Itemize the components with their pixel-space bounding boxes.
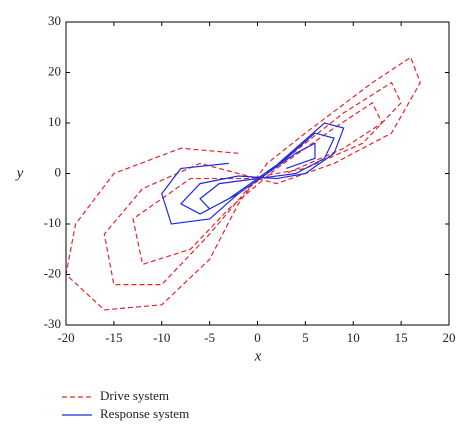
legend-label: Drive system [100, 388, 169, 403]
x-axis-title: x [254, 348, 262, 364]
y-tick-label: -10 [44, 215, 61, 230]
x-tick-label: 0 [254, 330, 261, 345]
y-tick-label: -20 [44, 265, 61, 280]
legend-label: Response system [100, 406, 189, 421]
x-tick-label: -20 [57, 330, 74, 345]
x-tick-label: 5 [302, 330, 309, 345]
y-axis-title: y [15, 165, 24, 181]
x-tick-label: 15 [395, 330, 408, 345]
data-line [161, 122, 345, 225]
x-tick-label: 10 [347, 330, 360, 345]
y-tick-label: -30 [44, 316, 61, 331]
x-tick-label: -10 [153, 330, 170, 345]
plot-frame [65, 21, 450, 326]
data-line [65, 56, 421, 311]
y-tick-label: 30 [48, 13, 61, 28]
x-tick-label: -5 [204, 330, 215, 345]
x-tick-label: -15 [105, 330, 122, 345]
y-tick-label: 20 [48, 63, 61, 78]
y-tick-label: 0 [55, 164, 62, 179]
y-tick-label: 10 [48, 114, 61, 129]
x-tick-label: 20 [443, 330, 456, 345]
